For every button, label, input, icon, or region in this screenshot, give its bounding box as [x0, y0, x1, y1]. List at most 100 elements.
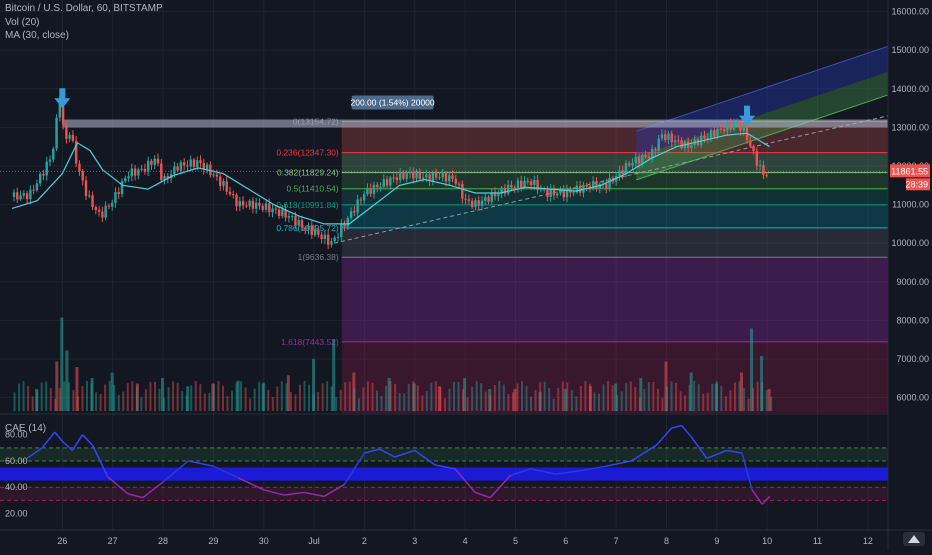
volume-bar-fill: [520, 381, 523, 411]
candle-body-117: [395, 177, 399, 181]
candle-body-153: [513, 187, 516, 189]
indicator-segment-20: [379, 448, 395, 458]
volume-bar-fill: [31, 396, 34, 411]
candle-body-55: [192, 159, 196, 167]
candle-body-151: [506, 184, 510, 194]
time-tick-label-9: 5: [513, 536, 518, 546]
candle-body-99: [336, 236, 340, 238]
candle-body-107: [362, 194, 366, 201]
measure-label-bg: [351, 95, 434, 110]
countdown-tag: 28:39: [905, 179, 928, 189]
volume-bar-0: [35, 389, 39, 411]
fib-zone-1: [341, 152, 888, 173]
indicator-segment-33: [655, 427, 673, 446]
candle-body-206: [686, 141, 690, 148]
candle-body-159: [533, 180, 536, 186]
candle-body-34: [124, 178, 127, 182]
volume-bar-fill: [67, 382, 70, 411]
indicator-segment-5: [81, 434, 94, 446]
price-tick-label-8: 14000.00: [891, 84, 929, 94]
moving-average: [11, 132, 771, 225]
candle-body-36: [130, 168, 134, 177]
volume-bar-32: [750, 328, 754, 411]
indicator-segment-11: [188, 460, 214, 467]
candle-body-63: [218, 176, 222, 186]
volume-bar-fill: [752, 388, 755, 411]
candle-body-131: [441, 172, 444, 178]
volume-bar-fill: [443, 398, 446, 411]
candle-body-201: [670, 133, 673, 143]
volume-bar-fill: [507, 394, 510, 411]
tradingview-logo-icon[interactable]: [903, 532, 925, 546]
volume-bar-fill: [27, 386, 30, 411]
volume-bar-fill: [475, 381, 478, 411]
channel-line-bottom: [636, 94, 889, 181]
volume-bar-fill: [394, 383, 397, 411]
indicator-segment-35: [681, 425, 693, 438]
candle-body-167: [559, 189, 562, 194]
volume-bar-fill: [661, 397, 664, 411]
volume-bar-fill: [353, 388, 356, 411]
candle-body-171: [572, 192, 575, 194]
volume-bars: [13, 317, 773, 411]
price-axis-bg: [888, 0, 932, 550]
volume-bar-fill: [99, 393, 102, 411]
down-arrow-icon: [54, 88, 71, 109]
time-tick-label-4: 30: [259, 536, 269, 546]
volume-bar-fill: [756, 381, 759, 411]
volume-bar-fill: [122, 391, 125, 411]
indicator-segment-40: [751, 489, 763, 505]
candle-body-87: [297, 219, 300, 226]
volume-bar-fill: [457, 382, 460, 411]
candle-body-65: [225, 181, 228, 192]
candle-body-229: [762, 165, 765, 176]
volume-bar-fill: [298, 384, 301, 411]
candle-body-10: [45, 161, 48, 176]
candle-body-120: [405, 173, 408, 179]
time-tick-label-6: 2: [362, 536, 367, 546]
indicator-segment-12: [213, 465, 239, 479]
candle-body-144: [484, 196, 487, 201]
indicator-segment-22: [414, 449, 436, 466]
volume-bar-fill: [724, 396, 727, 411]
volume-bar-fill: [539, 382, 542, 411]
indicator-segment-13: [238, 477, 265, 491]
volume-bar-fill: [58, 388, 61, 411]
candle-body-222: [739, 122, 742, 131]
candle-body-175: [585, 185, 588, 187]
candle-body-105: [356, 199, 359, 213]
candle-body-178: [595, 181, 598, 189]
volume-bar-18: [412, 383, 416, 411]
legend-indicator: CAE (14): [5, 423, 47, 434]
candle-body-22: [84, 180, 88, 197]
volume-bar-8: [161, 378, 165, 411]
candle-body-122: [412, 171, 415, 179]
candle-body-149: [500, 187, 503, 194]
indicator-segment-34: [671, 424, 682, 429]
indicator-tick-label-2: 60.00: [5, 456, 28, 466]
price-tick-label-2: 8000.00: [896, 315, 929, 325]
candle-body-20: [78, 163, 81, 172]
volume-bar-fill: [108, 381, 111, 411]
candle-body-3: [22, 193, 26, 196]
candle-body-61: [212, 174, 215, 176]
candle-body-141: [474, 200, 477, 207]
volume-bar-2: [60, 317, 64, 411]
indicator-segment-38: [726, 449, 743, 454]
indicator-segment-7: [107, 476, 129, 495]
candle-body-58: [202, 163, 206, 170]
volume-bar-fill: [376, 390, 378, 411]
candle-body-216: [719, 128, 723, 130]
candle-body-30: [110, 202, 114, 207]
candle-body-54: [189, 159, 192, 167]
time-tick-label-16: 12: [863, 536, 873, 546]
candle-body-217: [722, 129, 726, 132]
candle-body-138: [464, 198, 467, 200]
candle-body-129: [434, 172, 438, 178]
candle-body-25: [94, 207, 98, 210]
fib-level-label-3: 0.5(11410.54): [286, 184, 338, 194]
volume-bar-fill: [579, 385, 582, 411]
volume-bar-fill: [584, 381, 587, 411]
